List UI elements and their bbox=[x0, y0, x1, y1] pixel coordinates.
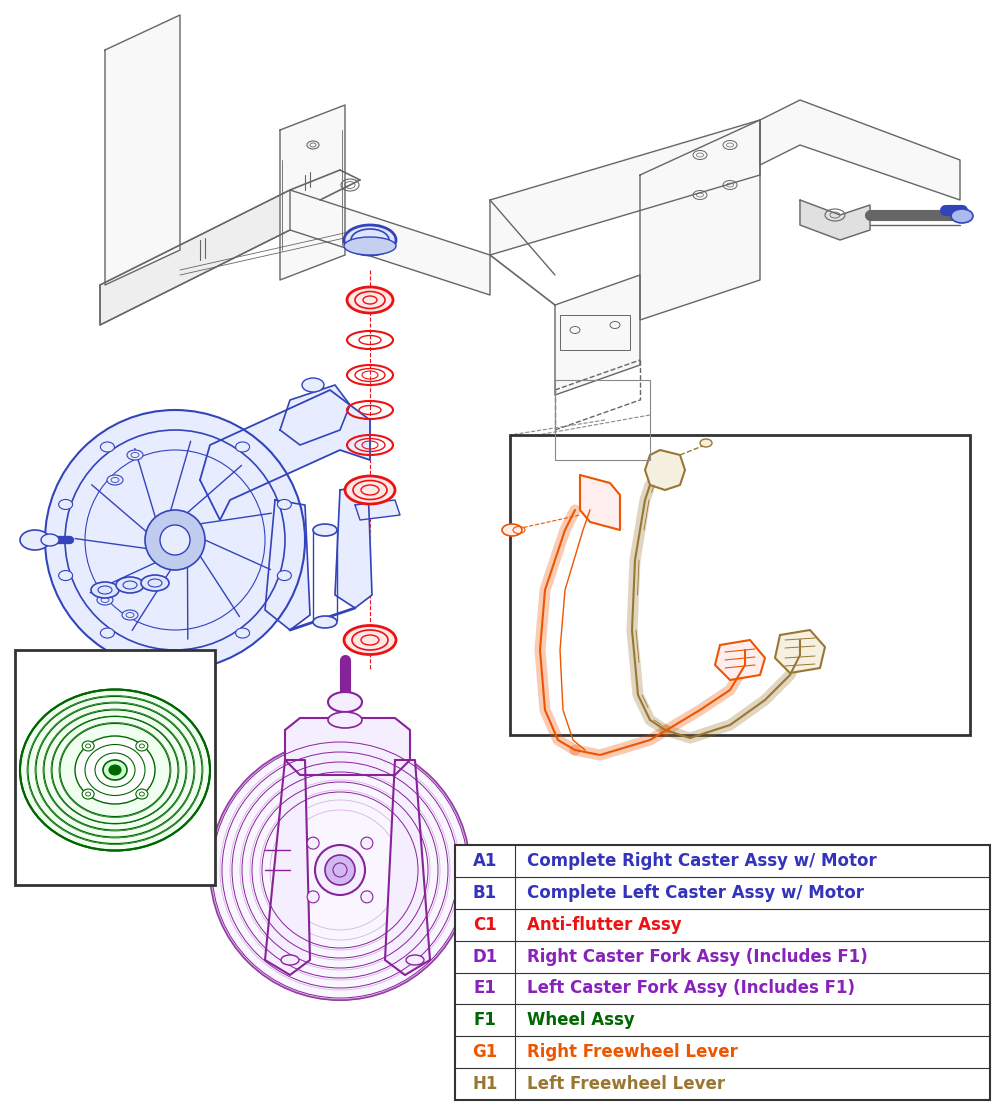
Ellipse shape bbox=[145, 510, 205, 570]
Polygon shape bbox=[555, 275, 640, 395]
Ellipse shape bbox=[307, 891, 319, 902]
Polygon shape bbox=[490, 120, 760, 255]
Text: Anti-flutter Assy: Anti-flutter Assy bbox=[527, 916, 682, 934]
Ellipse shape bbox=[160, 525, 190, 555]
Ellipse shape bbox=[97, 595, 113, 605]
Polygon shape bbox=[580, 475, 620, 530]
Ellipse shape bbox=[100, 442, 114, 452]
Text: H1: H1 bbox=[472, 1075, 498, 1093]
Polygon shape bbox=[800, 201, 870, 240]
Ellipse shape bbox=[302, 378, 324, 392]
Polygon shape bbox=[385, 760, 430, 975]
Ellipse shape bbox=[122, 610, 138, 620]
Polygon shape bbox=[715, 641, 765, 680]
Text: G1: G1 bbox=[472, 1043, 498, 1062]
Bar bbox=[15, 649, 215, 885]
Ellipse shape bbox=[136, 789, 148, 799]
Text: B1: B1 bbox=[473, 883, 497, 902]
Ellipse shape bbox=[347, 287, 393, 313]
Polygon shape bbox=[775, 631, 825, 673]
Ellipse shape bbox=[95, 753, 135, 786]
Text: C1: C1 bbox=[473, 916, 497, 934]
Ellipse shape bbox=[328, 712, 362, 729]
Polygon shape bbox=[285, 719, 410, 775]
Ellipse shape bbox=[236, 442, 250, 452]
Ellipse shape bbox=[313, 616, 337, 628]
Ellipse shape bbox=[951, 209, 973, 223]
Polygon shape bbox=[760, 100, 960, 201]
Polygon shape bbox=[335, 485, 372, 608]
Ellipse shape bbox=[361, 891, 373, 902]
Ellipse shape bbox=[136, 741, 148, 751]
Text: F1: F1 bbox=[474, 1012, 496, 1029]
Polygon shape bbox=[355, 500, 400, 520]
Ellipse shape bbox=[700, 439, 712, 447]
Ellipse shape bbox=[116, 577, 144, 593]
Ellipse shape bbox=[315, 846, 365, 895]
Polygon shape bbox=[100, 190, 290, 325]
Polygon shape bbox=[100, 190, 490, 325]
Ellipse shape bbox=[344, 225, 396, 255]
Ellipse shape bbox=[100, 628, 114, 638]
Ellipse shape bbox=[281, 955, 299, 965]
Polygon shape bbox=[280, 385, 350, 444]
Ellipse shape bbox=[75, 736, 155, 804]
Ellipse shape bbox=[20, 530, 50, 550]
Ellipse shape bbox=[406, 955, 424, 965]
Polygon shape bbox=[265, 500, 310, 631]
Ellipse shape bbox=[363, 296, 377, 304]
Text: Complete Left Caster Assy w/ Motor: Complete Left Caster Assy w/ Motor bbox=[527, 883, 864, 902]
Ellipse shape bbox=[85, 744, 145, 795]
Ellipse shape bbox=[361, 485, 379, 495]
Ellipse shape bbox=[103, 760, 127, 780]
Ellipse shape bbox=[109, 765, 121, 775]
Polygon shape bbox=[640, 120, 760, 320]
Polygon shape bbox=[280, 105, 345, 280]
Text: A1: A1 bbox=[473, 852, 497, 870]
Polygon shape bbox=[265, 760, 310, 975]
Text: Left Caster Fork Assy (Includes F1): Left Caster Fork Assy (Includes F1) bbox=[527, 979, 855, 997]
Polygon shape bbox=[645, 450, 685, 490]
Ellipse shape bbox=[20, 690, 210, 850]
Ellipse shape bbox=[307, 837, 319, 849]
Bar bbox=[560, 315, 630, 350]
Ellipse shape bbox=[127, 450, 143, 460]
Ellipse shape bbox=[91, 582, 119, 598]
Circle shape bbox=[45, 410, 305, 670]
Ellipse shape bbox=[82, 789, 94, 799]
Polygon shape bbox=[200, 390, 370, 520]
Ellipse shape bbox=[502, 524, 522, 536]
Ellipse shape bbox=[325, 856, 355, 885]
Text: Right Caster Fork Assy (Includes F1): Right Caster Fork Assy (Includes F1) bbox=[527, 948, 868, 966]
Ellipse shape bbox=[59, 499, 73, 509]
Text: Wheel Assy: Wheel Assy bbox=[527, 1012, 635, 1029]
Text: D1: D1 bbox=[472, 948, 498, 966]
Ellipse shape bbox=[313, 524, 337, 536]
Ellipse shape bbox=[141, 575, 169, 592]
Circle shape bbox=[210, 740, 470, 1000]
Text: Right Freewheel Lever: Right Freewheel Lever bbox=[527, 1043, 738, 1062]
Bar bbox=[510, 434, 970, 735]
Ellipse shape bbox=[344, 237, 396, 255]
Ellipse shape bbox=[344, 625, 396, 655]
Ellipse shape bbox=[361, 837, 373, 849]
Ellipse shape bbox=[328, 692, 362, 712]
Text: Left Freewheel Lever: Left Freewheel Lever bbox=[527, 1075, 725, 1093]
Ellipse shape bbox=[277, 570, 291, 580]
Bar bbox=[555, 380, 650, 460]
Bar bbox=[455, 846, 990, 1100]
Ellipse shape bbox=[345, 476, 395, 504]
Text: E1: E1 bbox=[474, 979, 496, 997]
Ellipse shape bbox=[59, 570, 73, 580]
Polygon shape bbox=[105, 14, 180, 285]
Ellipse shape bbox=[351, 229, 389, 251]
Ellipse shape bbox=[361, 635, 379, 645]
Ellipse shape bbox=[277, 499, 291, 509]
Ellipse shape bbox=[236, 628, 250, 638]
Ellipse shape bbox=[82, 741, 94, 751]
Ellipse shape bbox=[107, 475, 123, 485]
Ellipse shape bbox=[41, 534, 59, 546]
Text: Complete Right Caster Assy w/ Motor: Complete Right Caster Assy w/ Motor bbox=[527, 852, 877, 870]
